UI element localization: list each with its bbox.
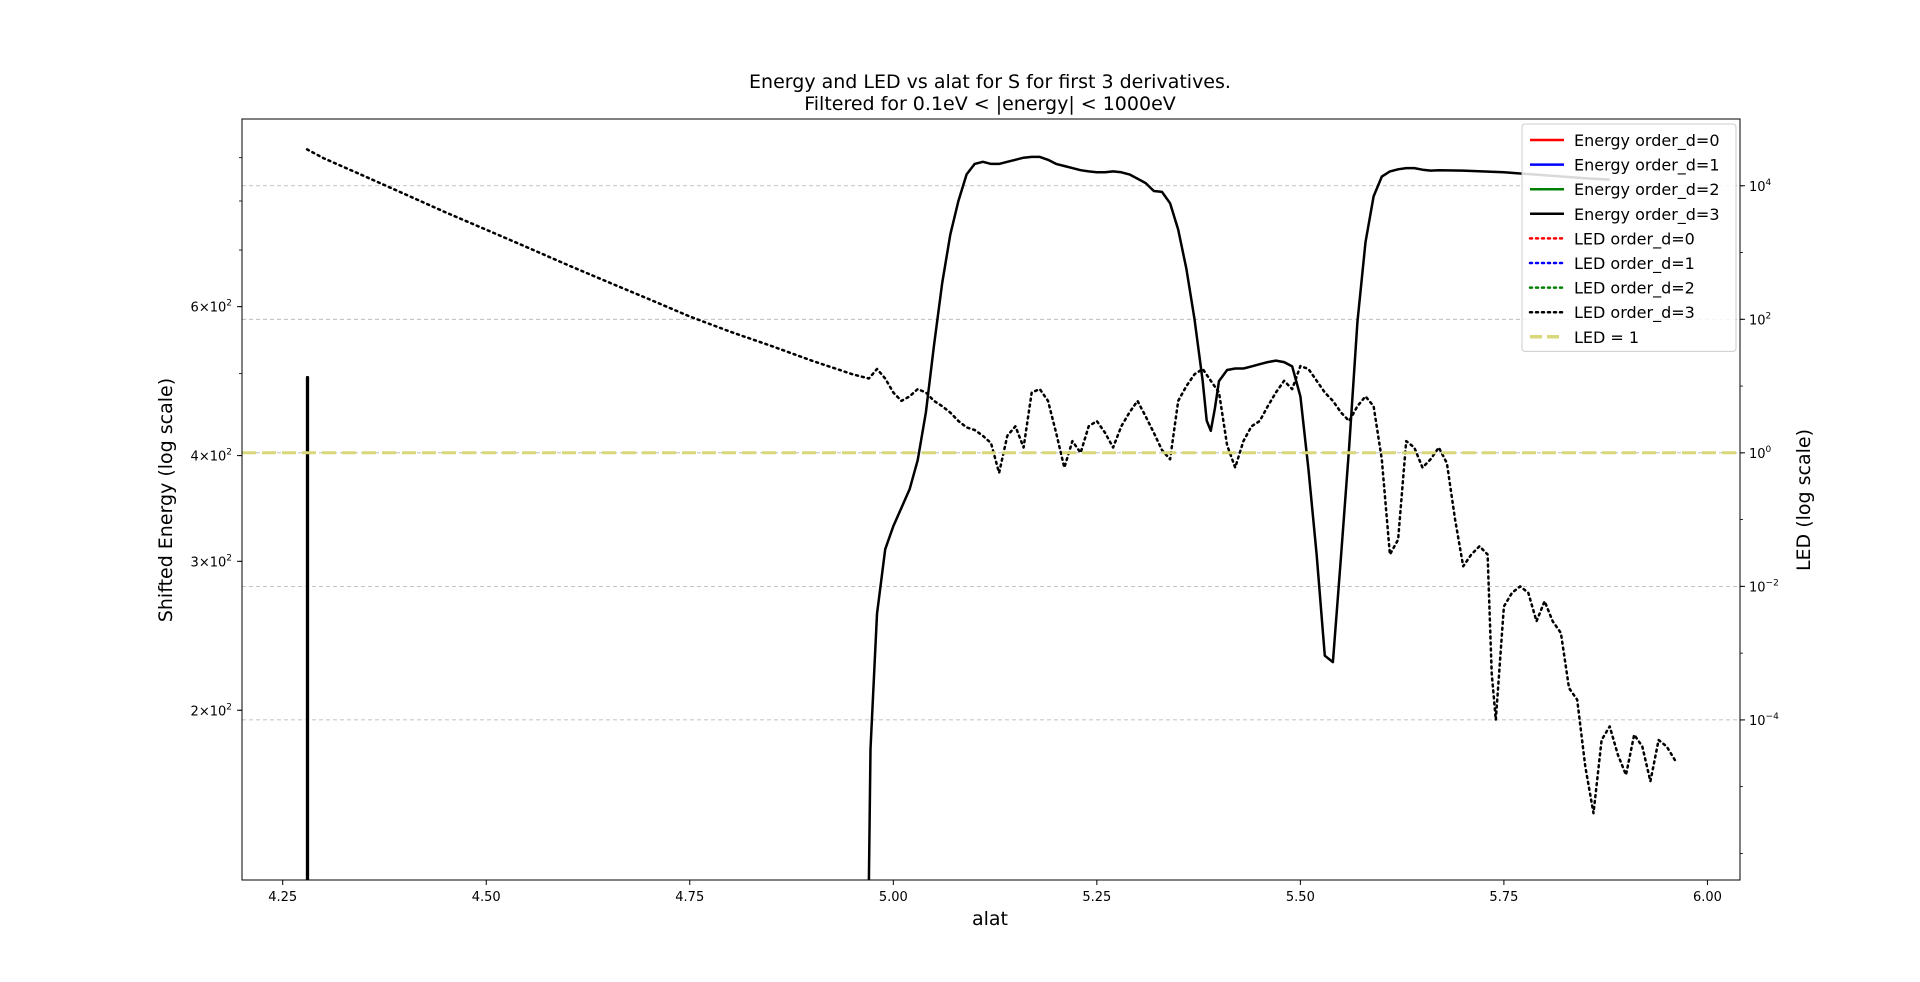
y-axis-left: 6×102 4×102 3×102 2×102: [191, 157, 242, 719]
legend-label: Energy order_d=3: [1574, 205, 1720, 225]
x-tick-label: 5.50: [1286, 890, 1315, 905]
x-tick-label: 4.50: [472, 890, 501, 905]
series-layer: [242, 148, 1740, 881]
x-tick-label: 6.00: [1693, 890, 1722, 905]
series-energy-order-d-3: [867, 155, 1610, 881]
series-energy-order-d-3: [305, 376, 310, 880]
legend-label: LED order_d=2: [1574, 279, 1695, 299]
y-left-tick-label: 4×102: [191, 448, 232, 465]
legend-box: [1521, 123, 1737, 352]
legend-label: LED order_d=0: [1574, 229, 1695, 249]
y-axis-right: 104 102 100 10−2 10−4: [1740, 178, 1779, 854]
y-axis-right-label: LED (log scale): [1793, 429, 1815, 571]
series-led-order-d-3: [305, 148, 1677, 815]
y-axis-left-label: Shifted Energy (log scale): [155, 378, 177, 622]
y-right-tick-label: 102: [1749, 311, 1771, 328]
x-axis-label: alat: [972, 908, 1008, 930]
x-axis: 4.25 4.50 4.75 5.00 5.25 5.50 5.75 6.00: [268, 880, 1722, 905]
plot-area-frame: [241, 118, 1741, 881]
y-right-tick-label: 10−2: [1749, 578, 1779, 595]
y-left-tick-label: 2×102: [191, 702, 232, 719]
legend-label: LED order_d=1: [1574, 254, 1695, 274]
y-right-tick-label: 100: [1749, 445, 1772, 462]
y-right-tick-label: 10−4: [1749, 712, 1779, 729]
x-tick-label: 4.75: [675, 890, 704, 905]
legend-label: Energy order_d=0: [1574, 131, 1720, 151]
legend-label: LED = 1: [1574, 328, 1639, 347]
legend: Energy order_d=0 Energy order_d=1 Energy o…: [1521, 123, 1737, 352]
legend-label: Energy order_d=2: [1574, 180, 1720, 200]
chart-title: Energy and LED vs alat for S for first 3…: [749, 71, 1231, 93]
x-tick-label: 4.25: [268, 890, 297, 905]
y-right-tick-label: 104: [1749, 178, 1772, 195]
x-tick-label: 5.75: [1489, 890, 1518, 905]
x-tick-label: 5.00: [879, 890, 908, 905]
x-tick-label: 5.25: [1082, 890, 1111, 905]
chart-subtitle: Filtered for 0.1eV < |energy| < 1000eV: [804, 93, 1176, 115]
legend-label: Energy order_d=1: [1574, 156, 1720, 176]
y-left-tick-label: 6×102: [191, 299, 232, 316]
legend-label: LED order_d=3: [1574, 303, 1695, 323]
y-left-tick-label: 3×102: [191, 553, 232, 570]
